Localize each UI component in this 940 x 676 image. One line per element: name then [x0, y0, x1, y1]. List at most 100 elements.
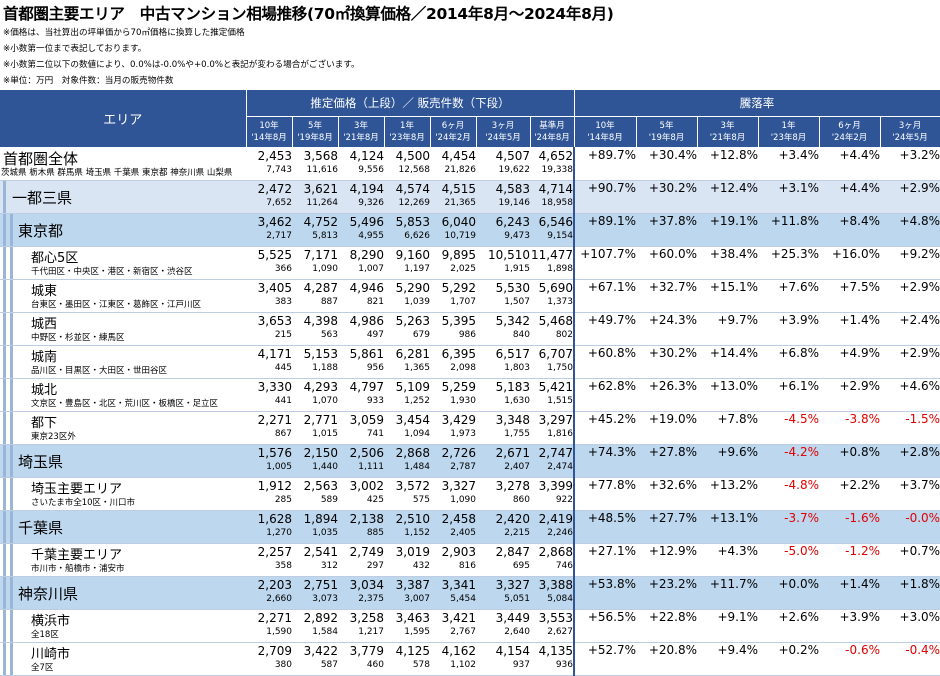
- listing-count: 887: [320, 297, 338, 307]
- table-row: 埼玉主要エリア さいたま市全10区・川口市 1,912 285 2,563 589 3,00…: [0, 477, 940, 511]
- table-row: 都心5区 千代田区・中央区・港区・新宿区・渋谷区 5,525 366 7,171 1,09…: [0, 246, 940, 280]
- listing-count: 816: [458, 561, 476, 571]
- price-cell: 1,894 1,035: [292, 510, 338, 544]
- hierarchy-indent-bar: [3, 247, 6, 279]
- listing-count: 1,035: [312, 528, 338, 538]
- price-cell: 3,422 587: [292, 642, 338, 676]
- price-cell: 2,563 589: [292, 477, 338, 511]
- note-line: ※単位：万円 対象件数：当月の販売物件数: [3, 76, 174, 86]
- change-period-header: 1年 '23年8月: [758, 116, 820, 148]
- listing-count: 2,215: [504, 528, 530, 538]
- listing-count: 215: [274, 330, 292, 340]
- listing-count: 2,787: [450, 462, 476, 472]
- change-rate-cell: +19.0%: [636, 411, 697, 445]
- price-cell: 4,515 21,365: [430, 180, 476, 214]
- price-cell: 1,628 1,270: [246, 510, 292, 544]
- hierarchy-indent-bar: [10, 247, 13, 279]
- listing-count: 9,154: [547, 231, 573, 241]
- listing-count: 5,084: [547, 594, 573, 604]
- area-name: 一都三県: [12, 189, 73, 207]
- listing-count: 2,405: [450, 528, 476, 538]
- estimated-price: 4,454: [441, 149, 476, 163]
- price-cell: 4,752 5,813: [292, 213, 338, 247]
- hierarchy-indent-bar: [3, 379, 6, 411]
- estimated-price: 4,507: [495, 149, 530, 163]
- change-rate-cell: +22.8%: [636, 609, 697, 643]
- listing-count: 840: [512, 330, 530, 340]
- area-subtitle: 全7区: [31, 663, 54, 673]
- area-subtitle: 中野区・杉並区・練馬区: [31, 333, 125, 343]
- estimated-price: 10,510: [488, 248, 530, 262]
- table-row: 城西 中野区・杉並区・練馬区 3,653 215 4,398 563 4,986 497 5,2…: [0, 312, 940, 346]
- change-rate-cell: +2.9%: [819, 378, 880, 412]
- period-date: '24年5月: [892, 133, 928, 143]
- change-period-header: 10年 '14年8月: [574, 116, 637, 148]
- period-label: 基準月: [539, 121, 565, 131]
- price-cell: 5,395 986: [430, 312, 476, 346]
- table-row: 都下 東京23区外 2,271 867 2,771 1,015 3,059 741 3,454 1…: [0, 411, 940, 445]
- price-cell: 2,771 1,015: [292, 411, 338, 445]
- estimated-price: 3,034: [349, 578, 384, 592]
- listing-count: 1,584: [312, 627, 338, 637]
- estimated-price: 3,405: [257, 281, 292, 295]
- area-subtitle: 茨城県 栃木県 群馬県 埼玉県 千葉県 東京都 神奈川県 山梨県: [1, 168, 233, 178]
- price-cell: 5,853 6,626: [384, 213, 430, 247]
- estimated-price: 3,387: [395, 578, 430, 592]
- price-cell: 2,747 2,474: [530, 444, 574, 478]
- estimated-price: 11,477: [531, 248, 573, 262]
- estimated-price: 2,510: [395, 512, 430, 526]
- note-line: ※小数第二位以下の数値により、0.0%は-0.0%や+0.0%と表記が変わる場合…: [3, 60, 360, 70]
- change-rate-cell: +62.8%: [573, 378, 636, 412]
- price-cell: 3,388 5,084: [530, 576, 574, 610]
- listing-count: 1,152: [404, 528, 430, 538]
- price-cell: 4,574 12,269: [384, 180, 430, 214]
- listing-count: 3,073: [312, 594, 338, 604]
- change-rate-cell: +9.4%: [697, 642, 758, 676]
- estimated-price: 4,752: [303, 215, 338, 229]
- estimated-price: 2,747: [538, 446, 573, 460]
- listing-count: 2,098: [450, 363, 476, 373]
- period-date: '24年2月: [831, 133, 868, 143]
- estimated-price: 6,707: [538, 347, 573, 361]
- estimated-price: 3,297: [538, 413, 573, 427]
- listing-count: 802: [555, 330, 573, 340]
- estimated-price: 4,574: [395, 182, 430, 196]
- hierarchy-indent-bar: [3, 280, 6, 312]
- hierarchy-indent-bar: [10, 577, 13, 609]
- price-cell: 2,709 380: [246, 642, 292, 676]
- hierarchy-indent-bar: [10, 511, 13, 543]
- price-cell: 4,162 1,102: [430, 642, 476, 676]
- listing-count: 1,094: [404, 429, 430, 439]
- change-rate-cell: +14.4%: [697, 345, 758, 379]
- estimated-price: 2,257: [257, 545, 292, 559]
- table-row: 一都三県 2,472 7,652 3,621 11,264 4,194 9,326 4,574…: [0, 180, 940, 214]
- hierarchy-indent-bar: [10, 313, 13, 345]
- listing-count: 1,270: [266, 528, 292, 538]
- estimated-price: 2,563: [303, 479, 338, 493]
- listing-count: 19,338: [541, 165, 574, 175]
- estimated-price: 2,771: [303, 413, 338, 427]
- estimated-price: 1,628: [257, 512, 292, 526]
- listing-count: 1,188: [312, 363, 338, 373]
- listing-count: 5,813: [312, 231, 338, 241]
- listing-count: 1,750: [547, 363, 573, 373]
- listing-count: 2,717: [266, 231, 292, 241]
- area-cell: 千葉主要エリア 市川市・船橋市・浦安市: [0, 543, 246, 577]
- listing-count: 1,373: [547, 297, 573, 307]
- price-period-header: 10年 '14年8月: [246, 116, 293, 148]
- estimated-price: 4,293: [303, 380, 338, 394]
- change-rate-cell: -1.2%: [819, 543, 880, 577]
- area-cell: 横浜市 全18区: [0, 609, 246, 643]
- price-cell: 4,946 821: [338, 279, 384, 313]
- area-name: 埼玉県: [18, 453, 64, 471]
- price-cell: 2,726 2,787: [430, 444, 476, 478]
- price-cell: 2,892 1,584: [292, 609, 338, 643]
- estimated-price: 4,135: [538, 644, 573, 658]
- estimated-price: 9,895: [441, 248, 476, 262]
- price-cell: 2,903 816: [430, 543, 476, 577]
- listing-count: 933: [366, 396, 384, 406]
- change-rate-cell: +12.9%: [636, 543, 697, 577]
- change-rate-cell: +16.0%: [819, 246, 880, 280]
- change-rate-cell: -4.2%: [758, 444, 819, 478]
- price-cell: 2,257 358: [246, 543, 292, 577]
